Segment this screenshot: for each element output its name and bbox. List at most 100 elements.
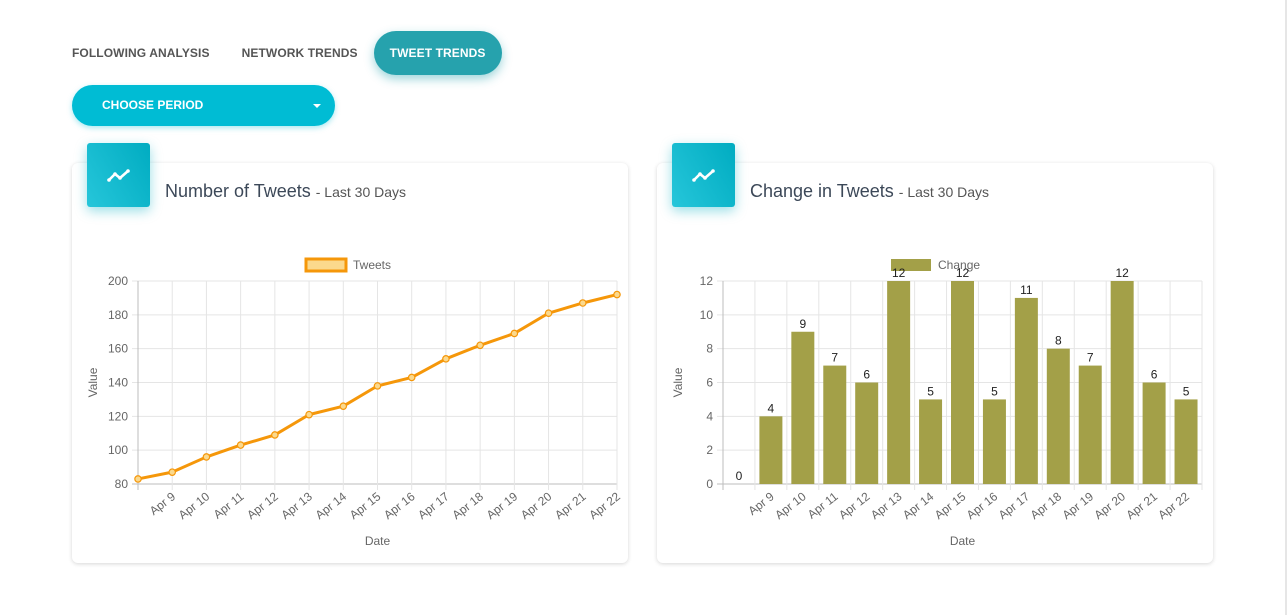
x-tick-label: Apr 21 [1123, 489, 1160, 522]
bar [1014, 297, 1038, 484]
y-tick-label: 180 [108, 308, 128, 322]
data-point [578, 299, 587, 307]
data-label: 9 [799, 317, 806, 331]
legend-swatch [304, 257, 348, 273]
legend-label: Change [938, 258, 980, 272]
x-axis-title: Date [950, 534, 976, 548]
bar [1174, 399, 1198, 484]
bar [855, 382, 879, 484]
tab-following-analysis[interactable]: FOLLOWING ANALYSIS [72, 46, 210, 60]
bar [919, 399, 943, 484]
bar [823, 365, 847, 484]
data-label: 8 [1055, 334, 1062, 348]
y-axis-title: Value [671, 367, 685, 397]
x-tick-label: Apr 14 [900, 489, 937, 522]
data-label: 5 [1183, 384, 1190, 398]
data-point [407, 373, 416, 382]
data-point [510, 329, 519, 338]
data-point [544, 309, 553, 317]
y-tick-label: 2 [706, 443, 713, 457]
x-tick-label: Apr 18 [450, 489, 487, 522]
trending-line-icon [672, 143, 735, 207]
x-tick-label: Apr 17 [415, 489, 452, 522]
y-tick-label: 120 [108, 409, 128, 423]
data-point [476, 341, 484, 350]
tab-tweet-trends[interactable]: TWEET TRENDS [373, 31, 502, 75]
data-point [613, 290, 621, 299]
card-subtitle: - Last 30 Days [315, 184, 407, 200]
x-tick-label: Apr 20 [1092, 489, 1129, 522]
x-tick-label: Apr 22 [1155, 489, 1192, 522]
x-tick-label: Apr 18 [1028, 489, 1065, 522]
bar [759, 416, 783, 484]
data-label: 12 [956, 266, 970, 280]
y-tick-label: 0 [706, 477, 713, 491]
bar [791, 331, 815, 484]
x-tick-label: Apr 11 [805, 489, 841, 521]
data-point [442, 355, 450, 363]
data-label: 7 [831, 351, 838, 365]
bar [887, 281, 911, 484]
y-tick-label: 160 [108, 342, 128, 356]
y-tick-label: 4 [706, 409, 713, 423]
data-point [305, 410, 313, 419]
x-tick-label: Apr 15 [932, 489, 969, 522]
x-tick-label: Apr 21 [552, 489, 589, 522]
x-tick-label: Apr 16 [381, 489, 418, 522]
data-point [339, 402, 348, 410]
x-tick-label: Apr 12 [836, 489, 873, 522]
bar [951, 281, 974, 484]
data-label: 7 [1087, 351, 1094, 365]
y-tick-label: 200 [108, 274, 128, 288]
card-subtitle: - Last 30 Days [898, 184, 990, 200]
bar [1110, 281, 1134, 484]
x-tick-label: Apr 9 [746, 489, 777, 518]
bar [1078, 365, 1102, 484]
y-tick-label: 12 [700, 274, 714, 288]
y-tick-label: 8 [706, 342, 713, 356]
tab-network-trends[interactable]: NETWORK TRENDS [241, 46, 358, 60]
tweets-change-card: Change in Tweets - Last 30 Days 0 2 4 6 8 10 1… [657, 143, 1213, 563]
data-point [271, 431, 279, 439]
data-point [134, 475, 142, 483]
x-tick-label: Apr 9 [147, 489, 178, 518]
data-point [168, 468, 177, 476]
x-tick-label: Apr 13 [868, 489, 905, 522]
choose-period-dropdown[interactable]: CHOOSE PERIOD [72, 85, 335, 126]
bar [1142, 382, 1166, 484]
legend-swatch [891, 259, 931, 271]
data-label: 0 [736, 469, 743, 483]
caret-down-icon [313, 104, 321, 108]
data-label: 5 [991, 384, 998, 398]
trending-line-icon [87, 143, 150, 207]
y-tick-label: 10 [700, 308, 714, 322]
x-tick-label: Apr 15 [347, 489, 384, 522]
y-tick-label: 6 [706, 376, 713, 390]
data-label: 12 [1115, 266, 1129, 280]
x-tick-label: Apr 19 [1060, 489, 1097, 522]
x-tick-label: Apr 16 [964, 489, 1001, 522]
x-tick-label: Apr 22 [586, 489, 623, 522]
choose-period-label: CHOOSE PERIOD [102, 98, 204, 112]
tab-bar: FOLLOWING ANALYSIS NETWORK TRENDS TWEET … [56, 31, 502, 75]
x-tick-label: Apr 17 [996, 489, 1033, 522]
data-label: 4 [768, 401, 775, 415]
bar [1046, 348, 1070, 484]
card-title: Number of Tweets - Last 30 Days [165, 181, 406, 202]
card-title: Change in Tweets - Last 30 Days [750, 181, 989, 202]
tweets-count-card: Number of Tweets - Last 30 Days 80 100 120… [72, 143, 628, 563]
card-title-text: Number of Tweets [165, 181, 311, 201]
bar [982, 399, 1006, 484]
x-tick-label: Apr 19 [484, 489, 521, 522]
y-tick-label: 140 [108, 376, 128, 390]
x-tick-label: Apr 13 [278, 489, 315, 522]
card-title-text: Change in Tweets [750, 181, 894, 201]
data-point [202, 453, 211, 461]
y-tick-label: 80 [115, 477, 129, 491]
data-label: 11 [1020, 283, 1033, 297]
data-point [236, 441, 245, 449]
x-tick-label: Apr 10 [176, 489, 213, 522]
x-tick-label: Apr 20 [518, 489, 555, 522]
